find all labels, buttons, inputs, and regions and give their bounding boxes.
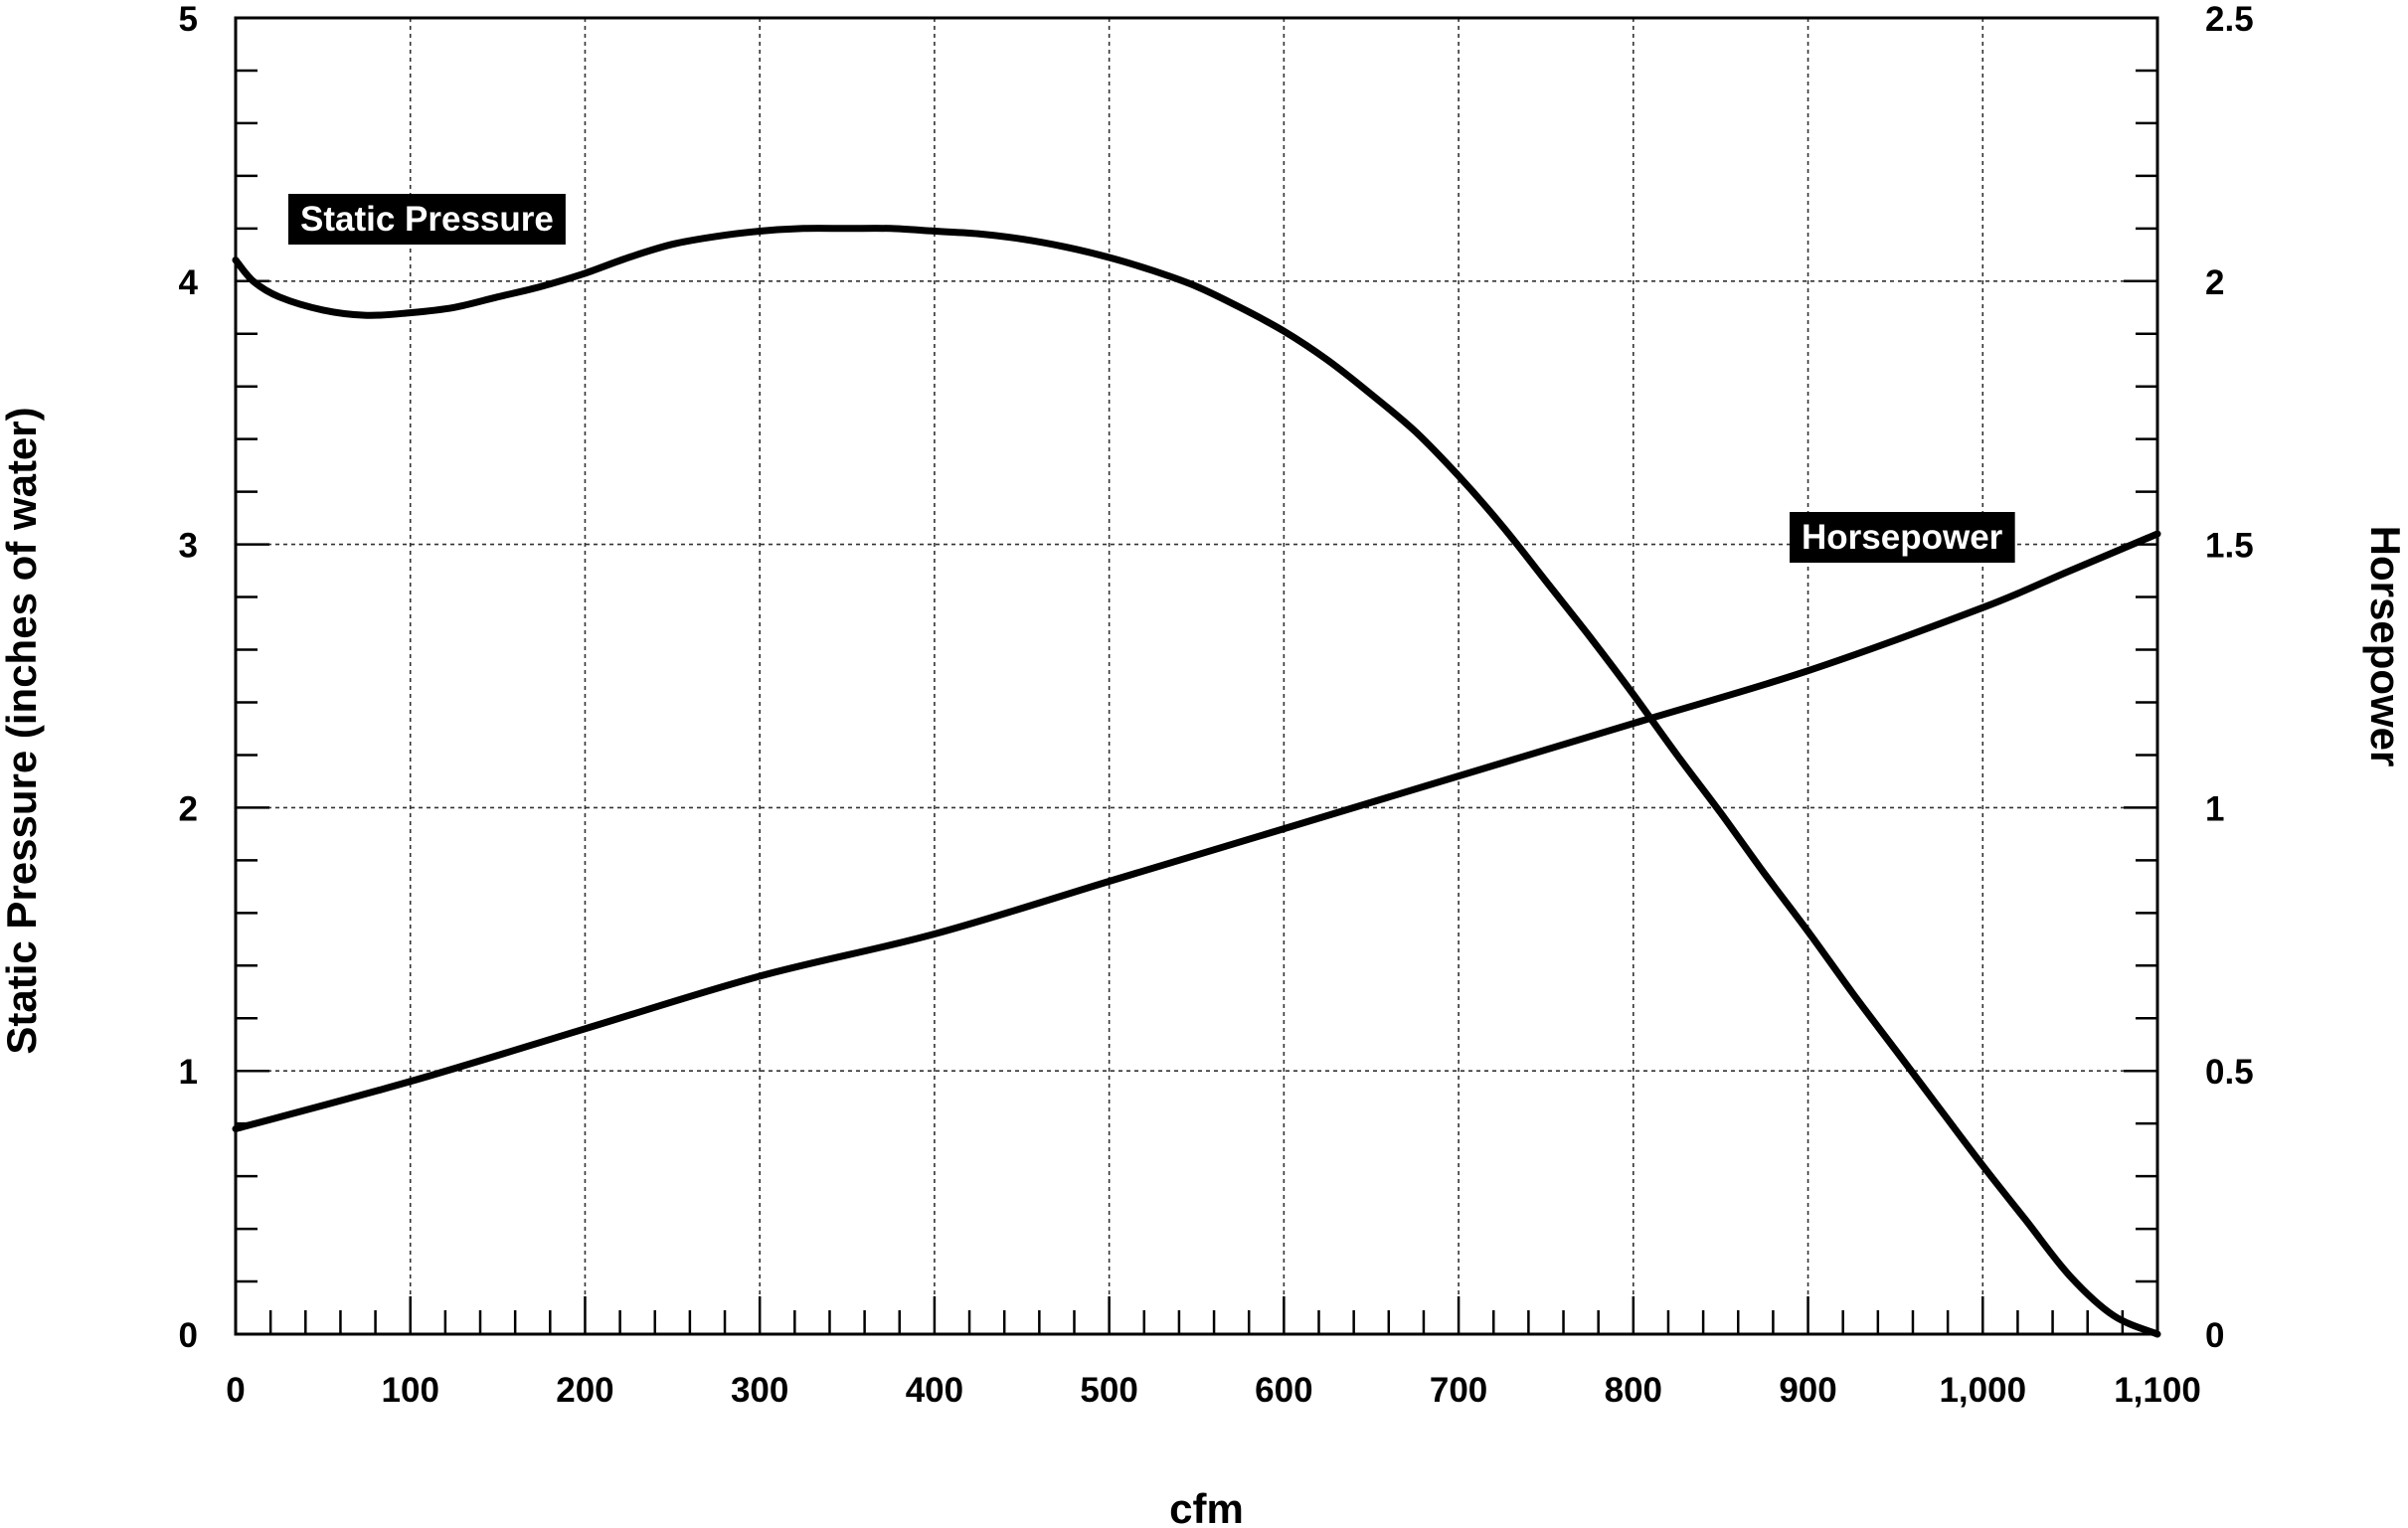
x-tick-label: 1,000 (1939, 1371, 2026, 1410)
static-pressure-label-text: Static Pressure (300, 200, 554, 239)
horsepower-line (232, 530, 2161, 1132)
y2-tick-label: 2 (2205, 263, 2224, 302)
y-tick-label: 5 (179, 0, 198, 39)
static-pressure-label: Static Pressure (288, 194, 566, 245)
y2-tick-label: 0.5 (2205, 1053, 2254, 1092)
y-tick-label: 3 (179, 527, 198, 566)
plot-frame (234, 16, 2159, 1336)
x-tick-label: 200 (556, 1371, 613, 1410)
y-tick-label: 0 (179, 1316, 198, 1355)
y-tick-label: 1 (179, 1053, 198, 1092)
y2-tick-label: 0 (2205, 1316, 2224, 1355)
y-axis-title: Static Pressure (inches of water) (0, 407, 45, 1054)
x-tick-label: 100 (382, 1371, 439, 1410)
horsepower-label: Horsepower (1790, 512, 2015, 563)
x-tick-label: 400 (906, 1371, 963, 1410)
x-tick-label: 900 (1779, 1371, 1836, 1410)
x-tick-label: 800 (1605, 1371, 1662, 1410)
x-tick-label: 600 (1255, 1371, 1312, 1410)
y-tick-label: 2 (179, 789, 198, 828)
x-tick-label: 1,100 (2114, 1371, 2201, 1410)
y2-tick-label: 1.5 (2205, 527, 2254, 566)
x-tick-label: 300 (731, 1371, 788, 1410)
x-tick-label: 500 (1080, 1371, 1137, 1410)
series-lines (232, 225, 2161, 1338)
x-axis-title: cfm (1169, 1485, 1244, 1528)
tick-labels: 0 100 200 300 400 500 600 700 800 900 1,000 1,10001… (179, 0, 2254, 1410)
x-tick-label: 700 (1430, 1371, 1487, 1410)
y2-axis-title: Horsepower (2362, 526, 2408, 767)
horsepower-label-text: Horsepower (1802, 518, 2003, 557)
y-tick-label: 4 (179, 263, 199, 302)
y2-tick-label: 1 (2205, 789, 2224, 828)
x-tick-label: 0 (226, 1371, 245, 1410)
y2-tick-label: 2.5 (2205, 0, 2254, 39)
static-pressure-line (232, 225, 2161, 1338)
